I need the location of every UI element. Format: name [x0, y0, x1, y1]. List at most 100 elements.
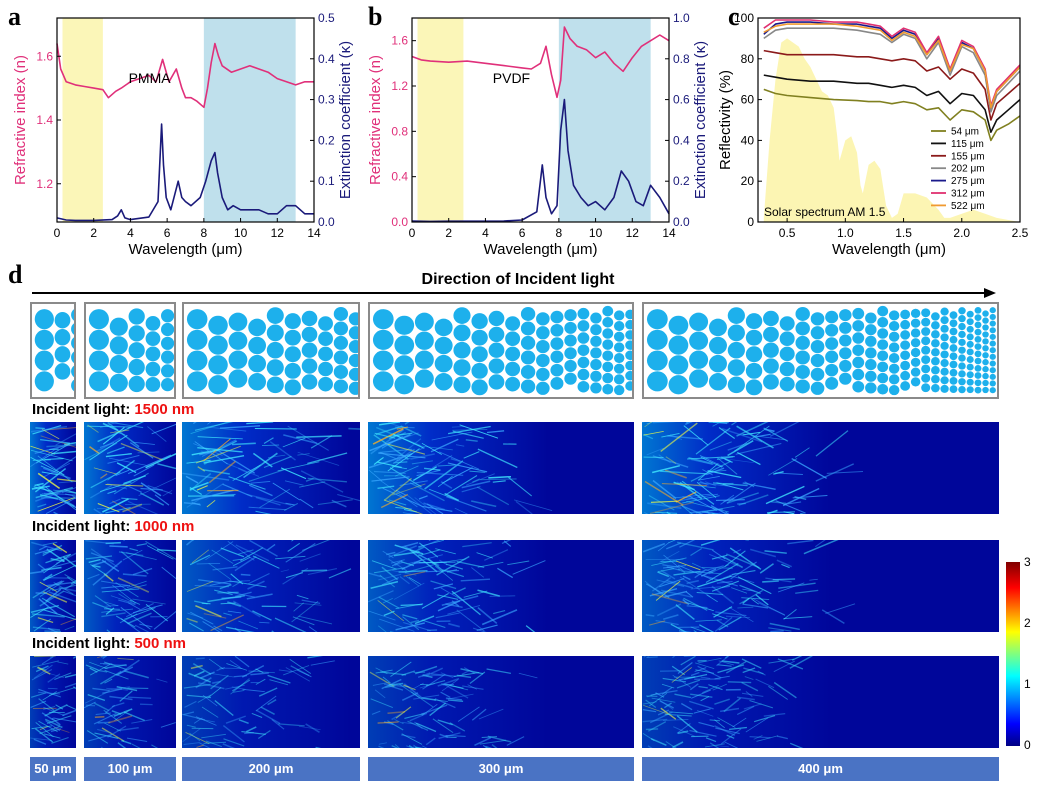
field-streak [648, 495, 675, 511]
field-streak [384, 683, 410, 688]
field-streak [394, 561, 404, 567]
field-streak [385, 685, 396, 688]
field-streak [186, 540, 194, 546]
field-streak [674, 693, 692, 699]
particle [301, 374, 318, 390]
particle [839, 309, 852, 322]
particle [550, 337, 564, 350]
field-streak [100, 656, 108, 658]
field-streak [43, 706, 56, 710]
particle [795, 364, 810, 379]
field-streak [647, 502, 682, 509]
particle [940, 307, 949, 316]
legend-entry: 275 μm [951, 176, 985, 187]
field-streak [269, 679, 289, 686]
field-streak [452, 430, 484, 439]
field-streak [398, 570, 428, 573]
field-streak [729, 547, 762, 570]
particle [613, 310, 625, 321]
field-streak [673, 493, 711, 499]
field-streak [446, 496, 487, 512]
legend-entry: 115 μm [951, 139, 984, 150]
field-streak [432, 718, 454, 734]
field-streak [409, 712, 428, 722]
particle [520, 335, 536, 350]
field-streak [232, 556, 251, 567]
field-streak [250, 480, 271, 484]
field-streak [401, 734, 416, 739]
field-streak [718, 427, 736, 439]
field-streak [222, 743, 236, 748]
field-streak [378, 596, 400, 609]
particle [982, 379, 989, 387]
field-streak [189, 554, 211, 566]
field-streak [51, 584, 76, 592]
field-streak [422, 745, 428, 748]
field-streak [677, 662, 693, 674]
particle [921, 355, 931, 365]
field-streak [93, 712, 117, 725]
field-streak [678, 630, 692, 632]
particle [982, 331, 989, 338]
particle [966, 325, 974, 333]
x-tick-label: 1.0 [837, 226, 854, 240]
field-streak [378, 742, 387, 745]
field-streak [712, 422, 722, 427]
particle [590, 312, 602, 324]
field-streak [140, 492, 165, 506]
particle [949, 352, 958, 361]
field-streak [33, 656, 56, 658]
particle [989, 313, 996, 321]
field-streak [660, 422, 698, 452]
field-streak [406, 745, 414, 748]
particle [88, 309, 109, 330]
particle [128, 308, 145, 325]
field-streak [272, 482, 301, 501]
field-streak [310, 660, 335, 666]
particle [414, 350, 434, 369]
field-streak [118, 593, 132, 603]
particle [989, 347, 996, 354]
field-streak [232, 580, 243, 588]
field-streak [194, 585, 230, 588]
field-streak [702, 684, 719, 694]
field-streak [404, 546, 428, 560]
particle [520, 379, 536, 394]
field-streak [682, 599, 690, 606]
field-streak [773, 681, 797, 699]
particle [989, 360, 996, 367]
field-streak [126, 552, 157, 560]
field-streak [307, 477, 347, 483]
field-streak [87, 693, 106, 702]
field-streak [122, 549, 143, 561]
particle [708, 354, 727, 373]
field-streak [415, 746, 424, 748]
field-streak [375, 669, 393, 674]
particle [877, 317, 889, 328]
field-streak [647, 745, 653, 748]
particle [208, 355, 228, 375]
particle [333, 335, 349, 350]
field-streak [30, 737, 52, 741]
particle [88, 329, 109, 350]
field-streak [55, 552, 76, 565]
field-streak [34, 482, 44, 487]
field-streak [445, 734, 466, 737]
field-streak [392, 433, 425, 449]
field-streak [642, 733, 655, 742]
field-streak [195, 677, 212, 689]
particle [966, 356, 974, 363]
field-streak [768, 685, 788, 700]
series-k [411, 98, 670, 223]
particle [646, 309, 668, 330]
field-streak [459, 424, 499, 439]
particle [958, 307, 966, 315]
x-axis-label: Wavelength (μm) [832, 241, 946, 258]
field-streak [393, 551, 420, 557]
field-streak [456, 609, 485, 632]
field-streak [690, 548, 702, 556]
particle [109, 336, 128, 355]
field-streak [660, 707, 677, 720]
field-streak [450, 458, 461, 463]
particle [921, 345, 931, 355]
